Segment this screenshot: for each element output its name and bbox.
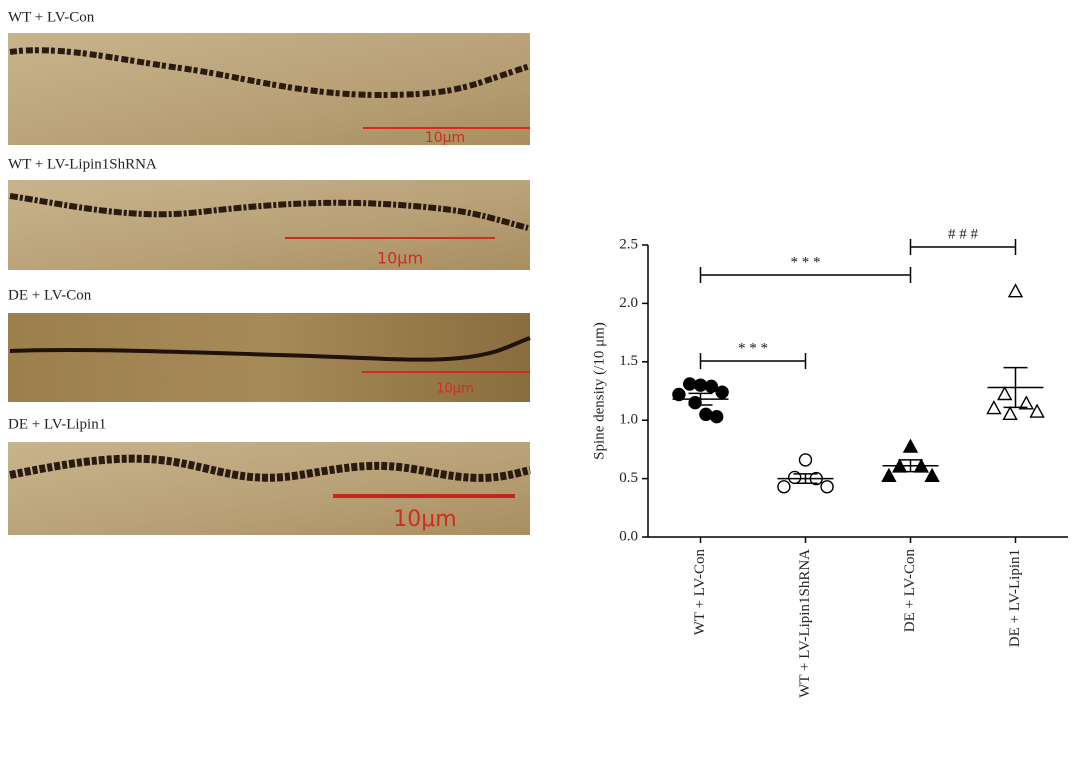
data-point	[1002, 405, 1018, 421]
data-point	[902, 438, 919, 453]
panel-label: DE + LV-Con	[8, 287, 92, 303]
significance-bracket	[699, 267, 912, 283]
significance-bracket	[699, 353, 807, 369]
significance-label: * * *	[738, 340, 768, 356]
error-bar	[1003, 366, 1028, 409]
data-point	[798, 453, 813, 467]
data-point	[710, 409, 724, 424]
error-bar	[898, 459, 923, 473]
scale-bar-label: 10μm	[425, 130, 465, 146]
data-point	[704, 379, 718, 394]
y-tick-label: 1.0	[619, 412, 638, 428]
x-tick-label: WT + LV-Con	[692, 549, 708, 636]
significance-bracket	[909, 239, 1017, 255]
y-tick-label: 2.0	[619, 295, 638, 311]
error-bar	[793, 473, 818, 485]
scale-bar-label: 10μm	[436, 382, 473, 397]
micrograph	[8, 313, 531, 402]
data-point	[715, 385, 729, 399]
data-point	[1029, 403, 1045, 418]
y-tick-label: 0.0	[619, 528, 638, 544]
panel-label: WT + LV-Con	[8, 9, 95, 25]
y-axis-label: Spine density (/10 μm)	[591, 322, 607, 460]
data-point	[683, 377, 697, 391]
micrograph	[8, 442, 532, 535]
data-point	[881, 467, 897, 482]
data-point	[699, 407, 713, 422]
y-tick-label: 0.5	[619, 470, 638, 486]
scale-bar-label: 10μm	[393, 507, 456, 532]
data-point	[924, 467, 940, 482]
micrograph	[8, 33, 531, 145]
data-point	[672, 387, 686, 402]
data-point	[986, 400, 1002, 415]
data-point	[1018, 395, 1034, 410]
micrograph	[8, 180, 530, 270]
data-point	[777, 480, 791, 494]
error-bar	[688, 392, 713, 406]
y-tick-label: 1.5	[619, 353, 638, 369]
y-tick-label: 2.5	[619, 236, 638, 252]
data-point	[693, 378, 708, 392]
data-point	[820, 480, 834, 494]
panel-label: DE + LV-Lipin1	[8, 416, 106, 432]
significance-label: * * *	[791, 254, 821, 270]
panel-label: WT + LV-Lipin1ShRNA	[8, 156, 157, 172]
scale-bar-label: 10μm	[377, 249, 423, 268]
data-point	[1007, 283, 1024, 298]
x-tick-label: WT + LV-Lipin1ShRNA	[797, 549, 813, 698]
x-tick-label: DE + LV-Lipin1	[1007, 549, 1023, 647]
x-tick-label: DE + LV-Con	[902, 549, 918, 633]
data-point	[997, 386, 1013, 401]
significance-label: # # #	[948, 226, 979, 242]
